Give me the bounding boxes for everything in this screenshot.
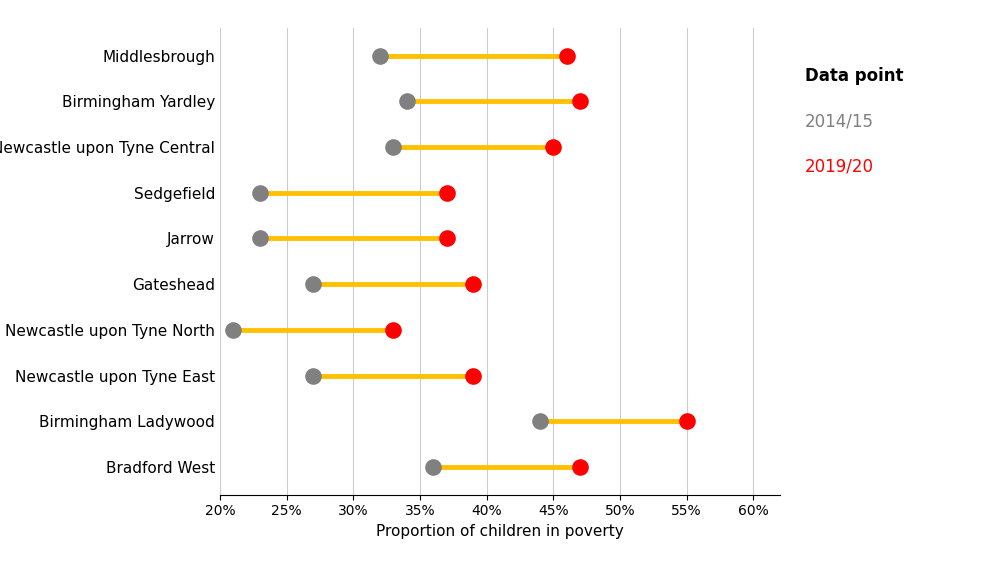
Point	[545, 143, 561, 152]
X-axis label: Proportion of children in poverty: Proportion of children in poverty	[376, 524, 624, 539]
Point	[572, 463, 588, 472]
Point	[372, 51, 388, 60]
Point	[679, 417, 695, 426]
Point	[385, 143, 401, 152]
Point	[465, 280, 481, 289]
Text: 2014/15: 2014/15	[805, 112, 874, 130]
Point	[559, 51, 575, 60]
Point	[572, 97, 588, 106]
Text: 2019/20: 2019/20	[805, 157, 874, 175]
Point	[439, 188, 455, 197]
Point	[425, 463, 441, 472]
Point	[532, 417, 548, 426]
Point	[385, 325, 401, 334]
Text: Data point: Data point	[805, 67, 904, 85]
Point	[252, 234, 268, 243]
Point	[305, 371, 321, 380]
Point	[305, 280, 321, 289]
Point	[225, 325, 241, 334]
Point	[252, 188, 268, 197]
Point	[439, 234, 455, 243]
Point	[399, 97, 415, 106]
Point	[465, 371, 481, 380]
